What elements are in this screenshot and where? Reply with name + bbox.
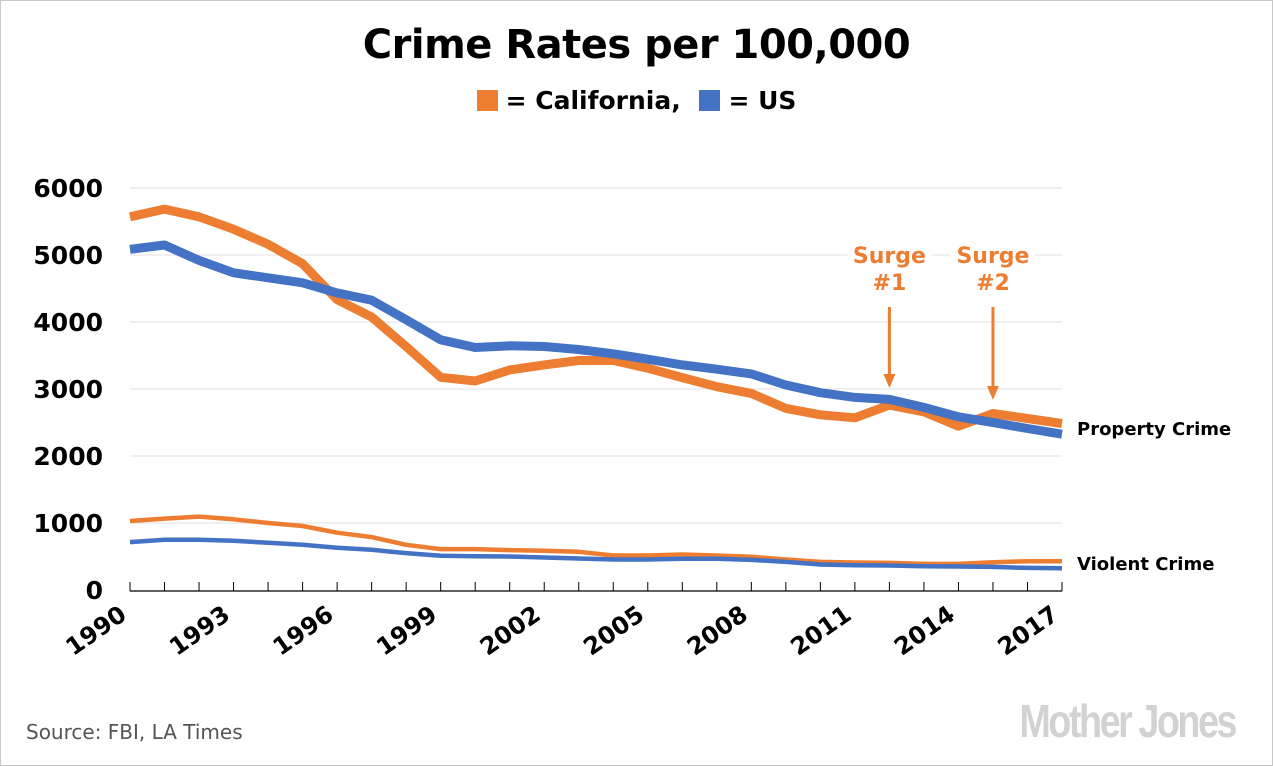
surge-annotation: Surge#2 — [950, 240, 1035, 400]
chart-title: Crime Rates per 100,000 — [362, 22, 911, 68]
arrow-head-icon — [986, 386, 999, 400]
y-tick-label: 5000 — [33, 241, 103, 270]
series-labels: Property Crime Violent Crime — [1077, 419, 1231, 575]
y-tick-label: 6000 — [33, 174, 103, 203]
arrow-head-icon — [883, 374, 896, 388]
property-crime-label: Property Crime — [1077, 419, 1231, 440]
annotation-text-line2: #2 — [976, 271, 1010, 296]
x-tick-label: 2005 — [578, 600, 649, 661]
y-tick-label: 4000 — [33, 308, 103, 337]
x-tick-label: 2002 — [475, 600, 546, 661]
annotation-text-line2: #1 — [873, 271, 907, 296]
y-axis: 0 1000 2000 3000 4000 5000 6000 — [33, 174, 103, 605]
violent-california-line — [129, 514, 1062, 567]
surge-annotation: Surge#1 — [847, 240, 932, 388]
annotation-text-line1: Surge — [853, 244, 926, 269]
legend-swatch-california — [476, 90, 498, 111]
legend-swatch-us — [699, 90, 721, 111]
violent-us-line — [129, 537, 1063, 571]
legend: = California, = US — [0, 86, 1273, 115]
source-note: Source: FBI, LA Times — [26, 720, 243, 744]
x-tick-label: 1996 — [268, 600, 339, 661]
x-tick-label: 1999 — [371, 600, 442, 661]
series-lines — [129, 204, 1063, 571]
y-tick-label: 0 — [86, 576, 103, 605]
annotation-text-line1: Surge — [956, 244, 1029, 269]
x-axis: 1990 1993 1996 1999 2002 2005 2008 2011 2014 2017 — [61, 582, 1064, 661]
y-tick-label: 2000 — [33, 442, 103, 471]
annotation-background — [950, 240, 1035, 296]
y-tick-label: 1000 — [33, 509, 103, 538]
legend-label-california: = California, — [505, 86, 681, 115]
x-tick-label: 1990 — [61, 600, 132, 661]
x-tick-label: 2017 — [993, 600, 1064, 661]
annotation-background — [847, 240, 932, 296]
brand-logo: Mother Jones — [1019, 695, 1237, 747]
legend-item-us: = US — [699, 86, 796, 115]
x-tick-label: 2014 — [889, 600, 960, 661]
x-tick-label: 1993 — [164, 600, 235, 661]
violent-crime-label: Violent Crime — [1077, 554, 1214, 575]
y-tick-label: 3000 — [33, 375, 103, 404]
property-us-line — [129, 240, 1063, 439]
property-california-line — [129, 204, 1063, 431]
legend-label-us: = US — [728, 86, 797, 115]
x-tick-label: 2008 — [682, 600, 753, 661]
legend-item-california: = California, — [476, 86, 681, 115]
x-tick-label: 2011 — [786, 600, 857, 661]
